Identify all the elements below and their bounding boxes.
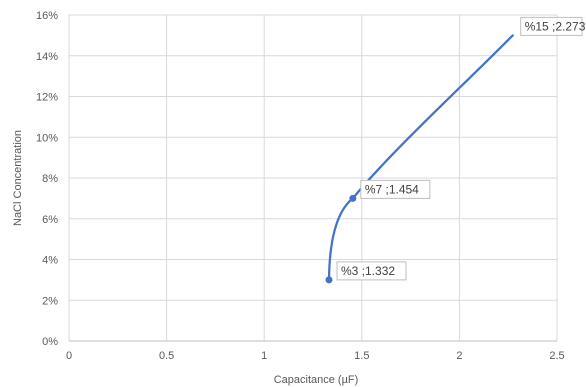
data-point [349,194,357,202]
y-tick-label: 14% [36,51,58,63]
x-tick-label: 2.5 [549,350,564,362]
x-tick-label: 0.5 [159,350,174,362]
y-tick-label: 10% [36,132,58,144]
y-tick-label: 2% [42,295,58,307]
x-axis-title: Capacitance (µF) [274,374,359,386]
data-label: %15 ;2.273 [520,16,586,36]
gridlines [69,14,558,341]
y-tick-label: 4% [42,255,58,267]
series [325,34,514,284]
x-tick-label: 2 [456,350,462,362]
y-tick-label: 12% [36,92,58,104]
data-label-box [520,16,583,36]
data-label: %7 ;1.454 [360,179,431,199]
y-axis-title: NaCl Concentration [12,130,24,226]
data-label-box [336,261,407,281]
x-tick-label: 1 [261,350,267,362]
data-label-text: %15 ;2.273 [525,19,586,33]
data-label-box [360,179,431,199]
data-labels: %3 ;1.332 %7 ;1.454 %15 ;2.273 [336,16,586,281]
data-label-text: %3 ;1.332 [341,264,395,278]
axes [68,15,557,342]
data-label-text: %7 ;1.454 [365,182,419,196]
series-line [327,34,514,282]
y-tick-label: 8% [42,173,58,185]
y-tick-label: 6% [42,214,58,226]
data-label: %3 ;1.332 [336,261,407,281]
y-tick-labels: 0% 2% 4% 6% 8% 10% 12% 14% 16% [36,10,58,348]
y-tick-label: 0% [42,336,58,348]
data-point [325,276,333,284]
x-tick-labels: 0 0.5 1 1.5 2 2.5 [66,350,565,362]
y-tick-label: 16% [36,10,58,22]
x-tick-label: 1.5 [354,350,369,362]
x-tick-label: 0 [66,350,72,362]
